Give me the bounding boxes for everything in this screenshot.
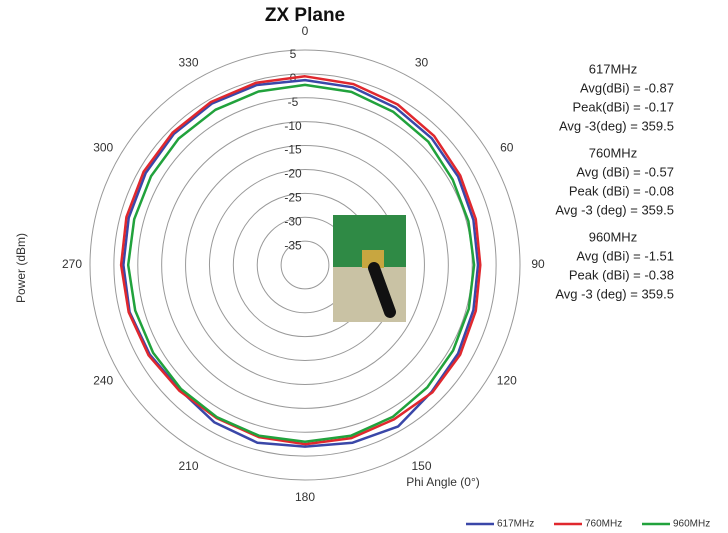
- theta-tick-label: 180: [295, 490, 315, 504]
- grid-ring: [114, 74, 496, 456]
- r-tick-label: -5: [288, 95, 299, 109]
- theta-tick-label: 90: [531, 257, 545, 271]
- theta-tick-label: 150: [411, 459, 431, 473]
- theta-tick-label: 210: [178, 459, 198, 473]
- annotation-heading: 960MHz: [589, 229, 637, 244]
- legend-label: 960MHz: [673, 519, 710, 530]
- annotation-heading: 617MHz: [589, 61, 637, 76]
- r-tick-label: -15: [284, 143, 302, 157]
- antenna-photo: [333, 215, 406, 322]
- theta-tick-label: 300: [93, 141, 113, 155]
- annotation-line: Avg (dBi) = -0.57: [576, 164, 674, 179]
- chart-title: ZX Plane: [265, 5, 345, 26]
- r-tick-label: -35: [284, 238, 302, 252]
- r-tick-label: -20: [284, 167, 302, 181]
- y-axis-label: Power (dBm): [14, 233, 28, 303]
- r-tick-label: -10: [284, 119, 302, 133]
- annotation-line: Avg(dBi) = -0.87: [580, 80, 674, 95]
- theta-tick-label: 60: [500, 141, 514, 155]
- legend-label: 617MHz: [497, 519, 534, 530]
- annotations: 617MHz Avg(dBi) = -0.87 Peak(dBi) = -0.17 A…: [555, 61, 674, 301]
- annotation-line: Peak(dBi) = -0.17: [572, 99, 674, 114]
- annotation-line: Avg -3 (deg) = 359.5: [555, 286, 674, 301]
- annotation-line: Peak (dBi) = -0.08: [569, 183, 674, 198]
- annotation-heading: 760MHz: [589, 145, 637, 160]
- annotation-line: Avg -3 (deg) = 359.5: [555, 202, 674, 217]
- r-tick-label: -25: [284, 191, 302, 205]
- x-axis-label: Phi Angle (0°): [406, 475, 480, 489]
- theta-tick-label: 240: [93, 374, 113, 388]
- legend-label: 760MHz: [585, 519, 622, 530]
- annotation-line: Avg (dBi) = -1.51: [576, 248, 674, 263]
- r-tick-label: -30: [284, 214, 302, 228]
- grid-ring: [138, 98, 472, 432]
- r-tick-label: 5: [290, 47, 297, 61]
- annotation-line: Peak (dBi) = -0.38: [569, 267, 674, 282]
- theta-tick-label: 120: [497, 374, 517, 388]
- grid-ring: [90, 50, 520, 480]
- chart: ZX Plane Power (dBm) Phi Angle (0°) 50 -5…: [0, 0, 728, 533]
- annotation-line: Avg -3(deg) = 359.5: [559, 118, 674, 133]
- theta-tick-label: 270: [62, 257, 82, 271]
- theta-tick-label: 330: [178, 55, 198, 69]
- theta-tick-label: 30: [415, 55, 429, 69]
- theta-tick-label: 0: [302, 24, 309, 38]
- series-line: [128, 85, 474, 442]
